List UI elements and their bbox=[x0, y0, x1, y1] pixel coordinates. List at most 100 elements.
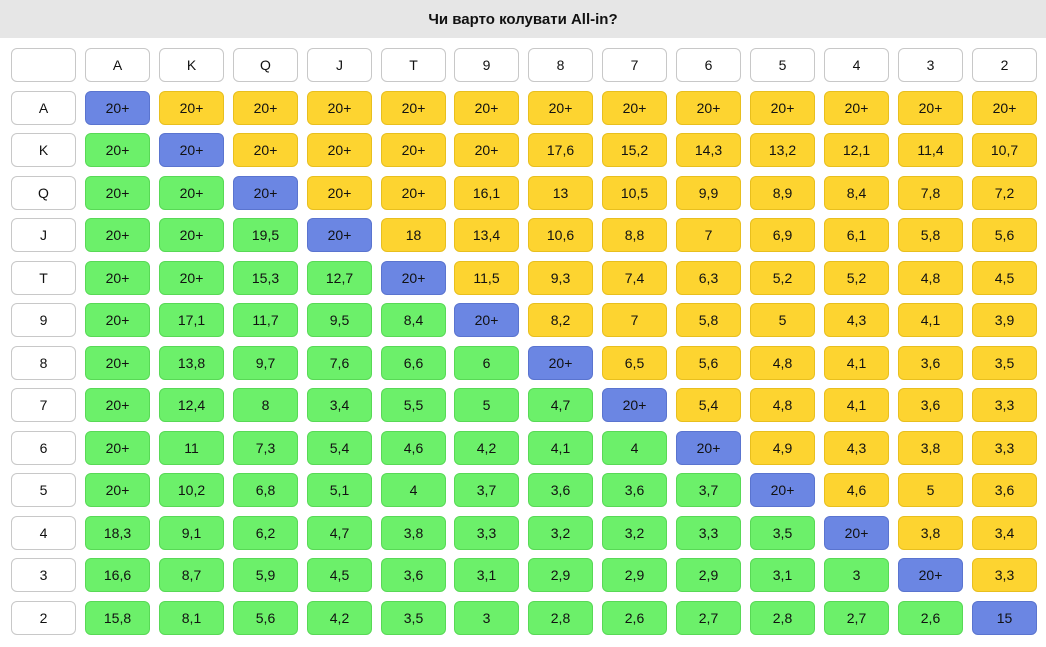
row-header: 2 bbox=[11, 601, 76, 635]
hand-cell: 4,2 bbox=[307, 601, 372, 635]
hand-cell: 20+ bbox=[85, 91, 150, 125]
hand-cell: 3,8 bbox=[381, 516, 446, 550]
hand-cell: 20+ bbox=[972, 91, 1037, 125]
hand-cell: 11,4 bbox=[898, 133, 963, 167]
hand-cell: 3,2 bbox=[528, 516, 593, 550]
hand-cell: 20+ bbox=[381, 261, 446, 295]
hand-cell: 6,1 bbox=[824, 218, 889, 252]
hand-cell: 13 bbox=[528, 176, 593, 210]
hand-cell: 5,5 bbox=[381, 388, 446, 422]
chart-title: Чи варто колувати All-in? bbox=[0, 0, 1046, 38]
hand-cell: 5 bbox=[898, 473, 963, 507]
hand-cell: 8,9 bbox=[750, 176, 815, 210]
hand-cell: 3,3 bbox=[972, 558, 1037, 592]
hand-cell: 12,1 bbox=[824, 133, 889, 167]
hand-cell: 3,4 bbox=[972, 516, 1037, 550]
hand-cell: 20+ bbox=[307, 176, 372, 210]
hand-cell: 3,9 bbox=[972, 303, 1037, 337]
hand-cell: 3,6 bbox=[898, 346, 963, 380]
hand-cell: 18 bbox=[381, 218, 446, 252]
hand-cell: 12,7 bbox=[307, 261, 372, 295]
column-header: T bbox=[381, 48, 446, 82]
hand-cell: 3,8 bbox=[898, 516, 963, 550]
hand-cell: 5,8 bbox=[898, 218, 963, 252]
hand-cell: 20+ bbox=[824, 91, 889, 125]
hand-cell: 20+ bbox=[85, 473, 150, 507]
hand-cell: 4,7 bbox=[528, 388, 593, 422]
hand-cell: 10,6 bbox=[528, 218, 593, 252]
hand-cell: 4,3 bbox=[824, 303, 889, 337]
hand-cell: 9,5 bbox=[307, 303, 372, 337]
hand-cell: 6,5 bbox=[602, 346, 667, 380]
hand-cell: 4,9 bbox=[750, 431, 815, 465]
hand-cell: 6 bbox=[454, 346, 519, 380]
hand-cell: 15,8 bbox=[85, 601, 150, 635]
hand-cell: 5,1 bbox=[307, 473, 372, 507]
row-header: T bbox=[11, 261, 76, 295]
hand-cell: 11 bbox=[159, 431, 224, 465]
hand-cell: 7,4 bbox=[602, 261, 667, 295]
hand-cell: 2,7 bbox=[676, 601, 741, 635]
hand-cell: 20+ bbox=[454, 303, 519, 337]
hand-cell: 3 bbox=[824, 558, 889, 592]
hand-cell: 4,6 bbox=[824, 473, 889, 507]
hand-cell: 20+ bbox=[307, 91, 372, 125]
column-header: Q bbox=[233, 48, 298, 82]
hand-cell: 11,7 bbox=[233, 303, 298, 337]
hand-cell: 3,5 bbox=[972, 346, 1037, 380]
hand-cell: 3,6 bbox=[602, 473, 667, 507]
hand-cell: 16,6 bbox=[85, 558, 150, 592]
column-header: K bbox=[159, 48, 224, 82]
hand-cell: 7,8 bbox=[898, 176, 963, 210]
column-header: 8 bbox=[528, 48, 593, 82]
hand-cell: 16,1 bbox=[454, 176, 519, 210]
hand-cell: 5 bbox=[750, 303, 815, 337]
hand-cell: 20+ bbox=[750, 91, 815, 125]
hand-cell: 20+ bbox=[85, 346, 150, 380]
hand-cell: 10,5 bbox=[602, 176, 667, 210]
hand-cell: 5,6 bbox=[676, 346, 741, 380]
hand-cell: 3,3 bbox=[972, 388, 1037, 422]
hand-cell: 14,3 bbox=[676, 133, 741, 167]
hand-cell: 3,7 bbox=[676, 473, 741, 507]
hand-cell: 4,5 bbox=[307, 558, 372, 592]
hand-cell: 6,6 bbox=[381, 346, 446, 380]
hand-cell: 4,8 bbox=[750, 346, 815, 380]
row-header: 7 bbox=[11, 388, 76, 422]
hand-cell: 5,9 bbox=[233, 558, 298, 592]
hand-cell: 2,6 bbox=[898, 601, 963, 635]
column-header: 5 bbox=[750, 48, 815, 82]
hand-cell: 20+ bbox=[528, 346, 593, 380]
hand-cell: 3,3 bbox=[676, 516, 741, 550]
hand-cell: 5,4 bbox=[307, 431, 372, 465]
hand-cell: 20+ bbox=[381, 176, 446, 210]
hand-cell: 13,8 bbox=[159, 346, 224, 380]
hand-cell: 20+ bbox=[824, 516, 889, 550]
hand-cell: 4,2 bbox=[454, 431, 519, 465]
hand-cell: 9,9 bbox=[676, 176, 741, 210]
hand-cell: 6,8 bbox=[233, 473, 298, 507]
hand-cell: 20+ bbox=[85, 388, 150, 422]
hand-cell: 20+ bbox=[898, 558, 963, 592]
row-header: Q bbox=[11, 176, 76, 210]
hand-cell: 15,3 bbox=[233, 261, 298, 295]
hand-cell: 4,3 bbox=[824, 431, 889, 465]
hand-cell: 15 bbox=[972, 601, 1037, 635]
hand-cell: 5,8 bbox=[676, 303, 741, 337]
hand-cell: 4,6 bbox=[381, 431, 446, 465]
hand-cell: 20+ bbox=[750, 473, 815, 507]
column-header: 9 bbox=[454, 48, 519, 82]
column-header: 3 bbox=[898, 48, 963, 82]
hand-cell: 3,8 bbox=[898, 431, 963, 465]
hand-cell: 2,7 bbox=[824, 601, 889, 635]
hand-cell: 2,8 bbox=[750, 601, 815, 635]
hand-cell: 20+ bbox=[233, 133, 298, 167]
hand-cell: 20+ bbox=[159, 133, 224, 167]
row-header: J bbox=[11, 218, 76, 252]
hand-cell: 3,5 bbox=[750, 516, 815, 550]
hand-cell: 2,9 bbox=[676, 558, 741, 592]
hand-cell: 2,9 bbox=[602, 558, 667, 592]
hand-cell: 17,1 bbox=[159, 303, 224, 337]
hand-cell: 20+ bbox=[528, 91, 593, 125]
hand-cell: 6,3 bbox=[676, 261, 741, 295]
